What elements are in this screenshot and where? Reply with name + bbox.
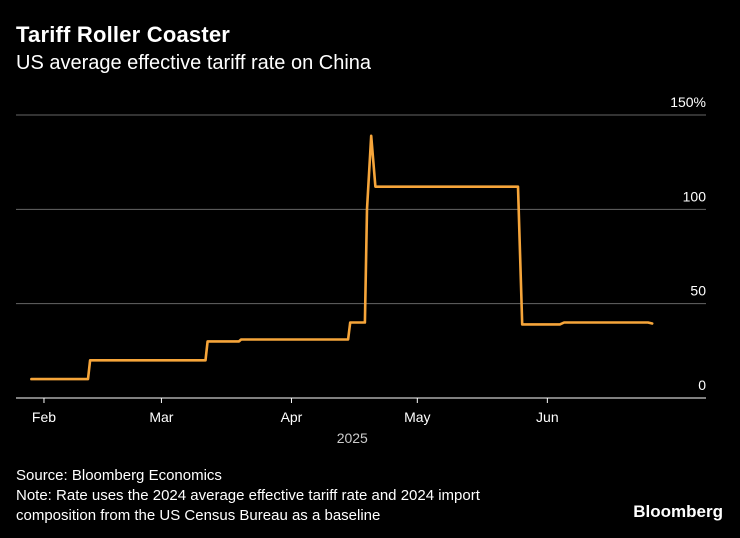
bloomberg-logo: Bloomberg xyxy=(633,502,723,521)
series-line-tariff-rate xyxy=(30,134,654,381)
chart-subtitle: US average effective tariff rate on Chin… xyxy=(16,52,372,74)
x-tick-label-apr: Apr xyxy=(281,409,303,425)
x-tick-label-feb: Feb xyxy=(32,409,56,425)
x-year-label: 2025 xyxy=(337,430,368,446)
note-text-line-2: composition from the US Census Bureau as… xyxy=(16,507,381,524)
y-tick-label-50: 50 xyxy=(690,283,706,299)
y-tick-label-0: 0 xyxy=(698,377,706,393)
note-text-line-1: Note: Rate uses the 2024 average effecti… xyxy=(16,487,480,504)
source-text: Source: Bloomberg Economics xyxy=(16,467,222,484)
x-tick-label-mar: Mar xyxy=(149,409,173,425)
chart-title: Tariff Roller Coaster xyxy=(16,22,231,47)
chart-footer: Source: Bloomberg Economics Note: Rate u… xyxy=(16,466,480,526)
y-tick-label-100: 100 xyxy=(683,188,707,204)
x-tick-label-may: May xyxy=(404,409,430,425)
x-tick-label-jun: Jun xyxy=(536,409,559,425)
y-tick-label-150: 150% xyxy=(670,94,706,110)
